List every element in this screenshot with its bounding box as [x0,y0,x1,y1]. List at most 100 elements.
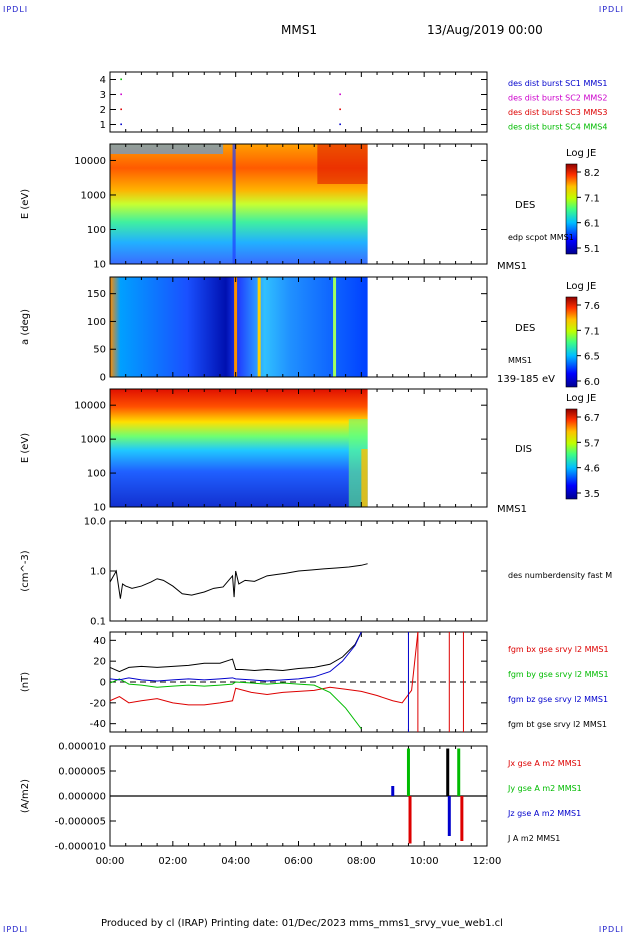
burst-ytick-label: 3 [100,90,106,101]
corner-mark-top-left: IPDLI [3,5,29,14]
current-ytick-label: -0.000010 [55,842,106,853]
burst-frame [109,71,488,133]
time-axis-label: 04:00 [221,856,250,867]
current-ytick-label: 0.000010 [58,742,106,753]
dis_energy-colorbar-tick-label: 6.7 [584,413,600,424]
burst-legend-entry: des dist burst SC2 MMS2 [508,94,607,103]
des_pitch-spectrogram [110,277,368,377]
time-axis-label: 06:00 [284,856,313,867]
density-ytick-label: 10.0 [84,517,106,528]
dis_energy-ytick-label: 1000 [81,435,106,446]
dis_energy-label: DIS [515,444,532,455]
des_energy-ytick-label: 1000 [81,190,106,201]
current-legend-entry: Jz gse A m2 MMS1 [507,809,581,818]
des-energy-top-band [110,144,224,154]
burst-marker [120,78,122,81]
burst-legend-entry: des dist burst SC1 MMS1 [508,79,607,88]
des_pitch-colorbar-ramp [565,296,578,388]
des_energy-colorbar-tick-label: 6.1 [584,219,600,230]
corner-mark-bottom-right: IPDLI [598,925,624,934]
density-line [109,563,368,599]
time-axis-label: 10:00 [410,856,439,867]
fgm-series-line [109,631,362,682]
des-pitch-stripe [234,277,238,377]
des_pitch-colorbar-tick-label: 6.5 [584,352,600,363]
des_energy-ytick-label: 10 [93,260,106,271]
burst-legend-entry: des dist burst SC4 MMS4 [508,123,607,132]
density-ytick-label: 1.0 [90,567,106,578]
current-ytick-label: -0.000005 [55,817,106,828]
des_pitch-ytick-label: 100 [87,317,106,328]
fgm-series-line [109,678,362,730]
des_energy-ytick-label: 10000 [74,156,106,167]
burst-ytick-label: 2 [100,105,106,116]
footer-credit: Produced by cl (IRAP) Printing date: 01/… [101,918,503,929]
current-ytick-label: 0.000005 [58,767,106,778]
dis_energy-bottom-label: MMS1 [497,504,527,515]
fgm-legend-entry: fgm bt gse srvy l2 MMS1 [508,720,607,729]
plot-date: 13/Aug/2019 00:00 [427,23,543,37]
fgm-ytick-label: -40 [90,719,106,730]
time-axis-label: 12:00 [473,856,502,867]
current-ytick-label: 0.000000 [58,792,106,803]
fgm-legend-entry: fgm bz gse srvy l2 MMS1 [508,695,608,704]
des-energy-gap [232,144,236,264]
dis_energy-ytick-label: 10 [93,503,106,514]
dis_energy-colorbar-tick-label: 5.7 [584,438,600,449]
burst-marker [339,93,341,96]
des_pitch-colorbar-tick-label: 7.6 [584,301,600,312]
des_pitch-label: DES [515,323,535,334]
des-pitch-stripe [333,277,337,377]
fgm-series-line [109,631,362,673]
burst-marker [339,108,341,111]
fgm-ytick-label: -20 [90,698,106,709]
fgm-ytick-label: 20 [93,657,106,668]
des_energy-label: DES [515,200,535,211]
burst-marker [120,108,122,111]
burst-legend-entry: des dist burst SC3 MMS3 [508,108,607,117]
des_pitch-ytick-label: 150 [87,289,106,300]
current-legend-entry: Jy gse A m2 MMS1 [507,784,582,793]
des_pitch-ylabel: a (deg) [20,309,31,345]
dis-energy-tail-hot [361,449,368,507]
des_energy-colorbar-ramp [565,163,578,255]
dis_energy-ytick-label: 10000 [74,401,106,412]
des_energy-colorbar-title: Log JE [566,148,596,159]
corner-mark-top-right: IPDLI [598,5,624,14]
dis_energy-colorbar-ramp [565,408,578,500]
burst-marker [339,123,341,126]
plot-title: MMS1 [281,23,317,37]
burst-marker [120,123,122,126]
current-ylabel: (A/m2) [20,779,31,813]
des_pitch-colorbar-tick-label: 6.0 [584,377,600,388]
time-axis-label: 08:00 [347,856,376,867]
corner-mark-bottom-left: IPDLI [3,925,29,934]
time-axis-label: 02:00 [158,856,187,867]
burst-ytick-label: 4 [100,75,106,86]
des-pitch-stripe [257,277,261,377]
des-energy-hot-patch [317,144,368,184]
des_pitch-ytick-label: 50 [93,345,106,356]
fgm-ytick-label: 0 [100,678,106,689]
dis_energy-ytick-label: 100 [87,469,106,480]
dis_energy-colorbar-title: Log JE [566,393,596,404]
des_energy-sublabel: edp scpot MMS1 [508,233,574,242]
burst-ytick-label: 1 [100,120,106,131]
time-axis-label: 00:00 [96,856,125,867]
des_pitch-bottom-label: 139-185 eV [497,374,555,385]
density-ytick-label: 0.1 [90,617,106,628]
current-legend-entry: Jx gse A m2 MMS1 [507,759,582,768]
des_pitch-colorbar-tick-label: 7.1 [584,326,600,337]
dis_energy-spectrogram [110,389,368,507]
current-legend-entry: J A m2 MMS1 [507,834,560,843]
dis_energy-colorbar-tick-label: 3.5 [584,489,600,500]
burst-marker [120,93,122,96]
des_energy-ylabel: E (eV) [20,189,31,219]
fgm-legend-entry: fgm bx gse srvy l2 MMS1 [508,645,609,654]
density-legend-entry: des numberdensity fast M [508,571,612,580]
des_energy-bottom-label: MMS1 [497,261,527,272]
fgm-ylabel: (nT) [20,672,31,692]
des_pitch-sublabel: MMS1 [508,356,532,365]
des_energy-colorbar-tick-label: 7.1 [584,193,600,204]
